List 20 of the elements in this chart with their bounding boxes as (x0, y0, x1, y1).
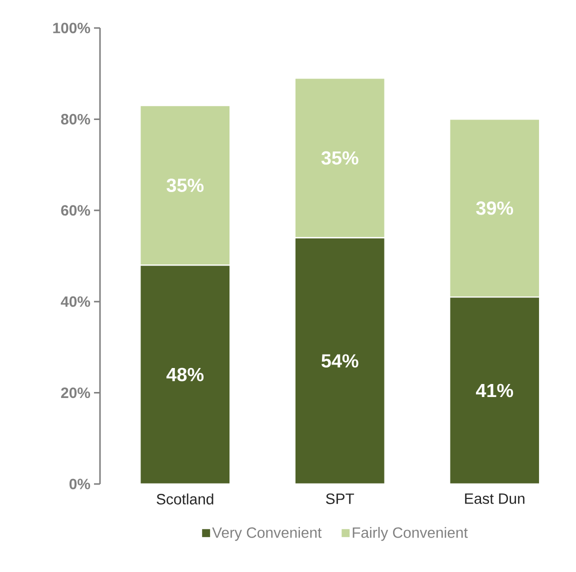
x-tick-label: Scotland (156, 493, 214, 504)
y-tick-label: 0% (69, 478, 90, 490)
data-label: 41% (476, 384, 514, 398)
y-tick-label: 60% (61, 205, 90, 216)
y-tick-label: 40% (60, 296, 90, 307)
y-tick-label: 20% (61, 388, 90, 398)
data-label: 35% (321, 151, 358, 165)
data-label: 35% (166, 178, 204, 192)
data-label: 39% (476, 201, 514, 215)
x-tick-label: East Dun (465, 493, 524, 504)
data-label: 54% (322, 354, 358, 368)
legend-label: Fairly Convenient (352, 526, 468, 541)
data-label: 48% (166, 368, 204, 382)
bar (294, 237, 386, 484)
bar (140, 264, 231, 484)
y-tick-label: 100% (53, 22, 90, 34)
legend-label: Very Convenient (212, 526, 322, 541)
x-tick-label: SPT (326, 493, 354, 504)
bar (449, 296, 540, 484)
y-tick-label: 80% (61, 114, 90, 124)
